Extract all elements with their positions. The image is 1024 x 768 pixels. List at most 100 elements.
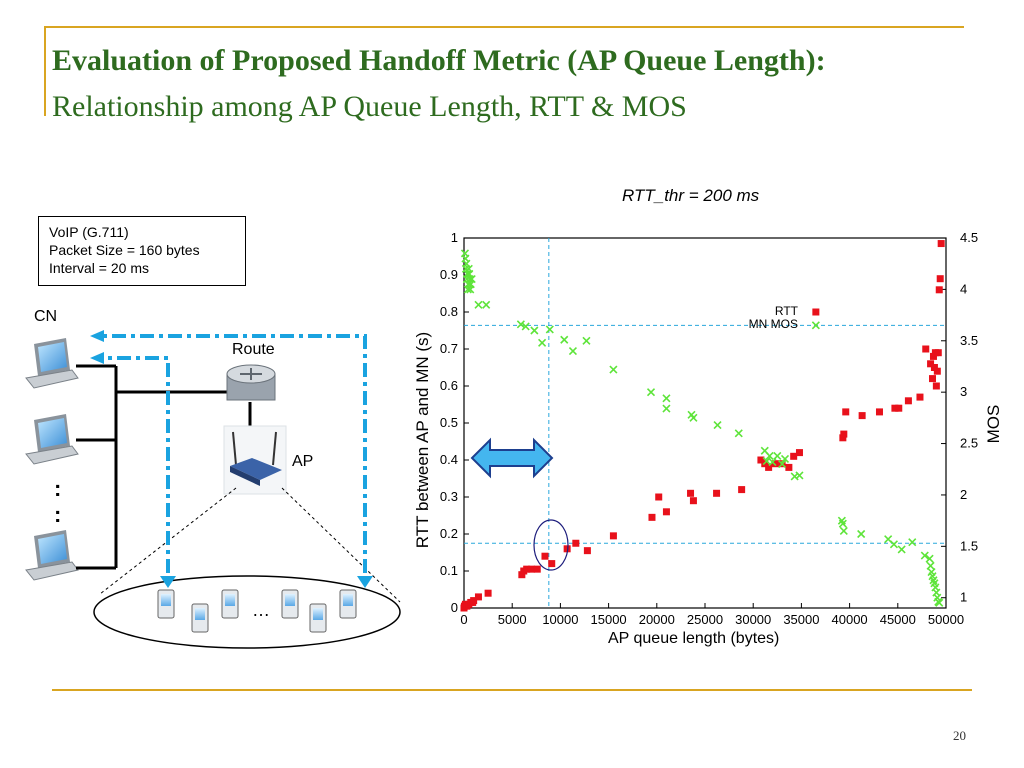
y2-tick-label: 1.5 [960,538,978,553]
y-ticks: 0 0.1 0.2 0.3 0.4 0.5 0.6 0.7 0.8 0.9 1 [440,230,469,615]
rtt-point [839,434,847,442]
mos-point-stroke [760,446,769,455]
mos-point [811,321,820,330]
mos-point [773,451,782,460]
legend-label-mos: MN MOS [749,317,798,331]
mos-point [582,336,591,345]
mos-point [568,346,577,356]
plot-border [463,237,947,609]
rtt-point [523,565,531,573]
mos-point [925,554,934,563]
rtt-point [937,240,945,248]
y-tick-label: 0.4 [440,452,458,467]
rtt-point [933,367,941,375]
rtt-point [541,552,549,560]
mos-point [765,451,774,460]
rtt-point [922,345,930,353]
rtt-point [895,404,903,412]
mos-point-stroke [646,388,656,397]
mos-point-stroke [929,576,938,585]
rtt-point [533,565,541,573]
y-tick-label: 0.9 [440,267,458,282]
mos-point-stroke [780,454,790,464]
rtt-point [771,460,779,468]
rtt-point [470,597,478,605]
highlight-circle [533,519,569,571]
title-left-bar [44,26,46,116]
mos-point-stroke [778,460,787,469]
mos-point [462,259,471,268]
rtt-point [929,375,937,383]
rtt-point [765,463,773,471]
y2-axis-label: MOS [984,405,1003,444]
rtt-point [713,489,721,497]
mos-point [795,471,804,480]
vertical-dots: : [54,502,61,527]
reference-lines [464,238,946,608]
rtt-point [648,513,656,521]
mos-point-stroke [765,451,774,460]
x-tick-label: 20000 [639,612,675,627]
rtt-point [930,364,938,371]
arrowhead-down-icon [357,576,373,588]
rtt-point [916,393,924,401]
mos-point [521,322,530,331]
x-tick-label: 45000 [880,612,916,627]
mos-point [926,561,935,570]
y-tick-label: 0.3 [440,489,458,504]
phone-icon [339,589,357,619]
mos-point-stroke [734,429,743,438]
rtt-point [932,382,940,390]
data-marks [460,240,945,612]
mos-point-stroke [530,326,539,335]
mos-point-stroke [897,545,906,554]
mos-point [889,540,899,549]
mos-point-stroke [467,275,476,284]
mos-point [713,420,722,430]
rtt-point [662,508,670,516]
mos-point [467,275,476,284]
rtt-point [875,408,883,416]
mos-point [689,413,698,422]
mos-point-stroke [538,338,547,347]
rtt-point [689,497,697,505]
rtt-point [842,408,850,416]
phone-icon [157,589,175,619]
double-arrow-icon [470,437,554,479]
phone-icon [309,603,327,633]
rtt-point [572,539,580,547]
mos-point [935,598,944,607]
plot-frame [463,237,947,609]
y-tick-label: 1 [451,230,458,245]
mos-point [545,325,554,334]
rtt-point [927,360,935,368]
mos-point [646,388,656,397]
y-tick-label: 0.8 [440,304,458,319]
y-tick-label: 0.2 [440,526,458,541]
slide-title-bold: Evaluation of Proposed Handoff Metric (A… [52,44,826,77]
mos-point [560,335,569,344]
page-number: 20 [953,728,966,743]
rtt-point [858,412,866,420]
mos-point [920,551,929,560]
mos-point-stroke [582,336,591,345]
rtt-mos-chart: 0 5000 10000 15000 20000 25000 30000 35000 40000… [413,230,1003,647]
info-interval: Interval = 20 ms [49,260,149,276]
rtt-threshold-annotation: RTT_thr = 200 ms [622,186,760,205]
ap-label: AP [292,453,313,470]
mos-point [662,404,671,413]
legend-label-rtt: RTT [775,304,799,318]
mos-point [609,365,618,374]
router-label: Route [232,341,275,358]
mos-point-stroke [926,561,935,570]
mos-point-stroke [687,410,696,419]
mos-point [474,300,483,309]
mos-point-stroke [857,529,866,539]
network-diagram: CN : : Route AP [25,308,401,649]
laptop-icon [25,338,79,389]
y2-tick-label: 2 [960,487,967,502]
mos-point-stroke [464,280,473,289]
mos-point-stroke [935,598,944,607]
x-tick-label: 35000 [783,612,819,627]
